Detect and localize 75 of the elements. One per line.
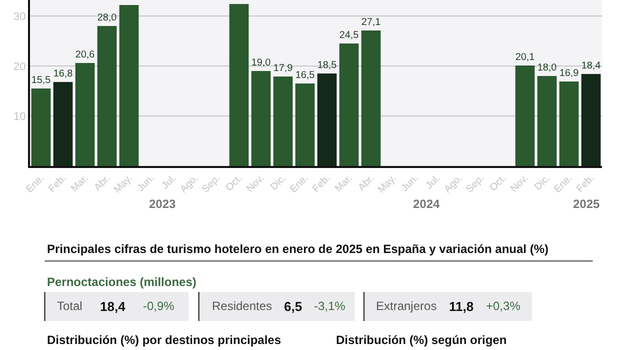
y-tick-label: 20 (14, 60, 26, 73)
text: 18,4 (100, 299, 126, 314)
x-tick-label: May. (112, 172, 135, 196)
data-label: 16,9 (559, 68, 580, 79)
x-tick-label: Feb. (46, 172, 69, 195)
x-tick-label: Sep. (464, 172, 487, 196)
x-tick-label: Ago. (178, 172, 201, 196)
text: 6,5 (284, 299, 302, 314)
bar (339, 44, 359, 166)
x-tick-label: Feb. (574, 172, 597, 195)
text: +0,3% (486, 299, 521, 313)
x-tick-label: Sep. (200, 172, 223, 196)
bar (537, 76, 557, 166)
data-label: 24,5 (339, 30, 360, 41)
bar (31, 88, 51, 166)
text: Distribución (%) por destinos principales (47, 333, 282, 347)
x-tick-label: Oct. (488, 172, 509, 194)
data-label: 15,5 (31, 74, 52, 86)
data-label: 18,5 (317, 60, 338, 71)
x-tick-label: Ago. (442, 172, 465, 196)
data-label: 18,0 (537, 62, 558, 74)
bar (559, 82, 579, 166)
x-tick-label: Jun. (400, 172, 421, 194)
text: 2023 (149, 197, 176, 211)
text: -0,9% (143, 299, 175, 313)
bar (251, 71, 271, 166)
bar (119, 5, 139, 166)
text: Residentes (212, 299, 272, 313)
x-tick-label: Mar. (333, 172, 355, 194)
x-tick-label: Nov. (508, 172, 531, 195)
x-tick-label: Jul. (424, 172, 443, 192)
x-tick-label: Feb. (310, 172, 333, 195)
bar (581, 74, 601, 166)
data-label: 20,6 (75, 49, 96, 60)
text: Distribución (%) según origen (336, 333, 507, 347)
bar (361, 30, 381, 166)
bar (295, 84, 315, 166)
y-tick-label: 30 (14, 10, 26, 23)
data-label: 17,9 (273, 62, 294, 74)
text: Total (57, 299, 82, 313)
x-tick-label: Jun. (136, 172, 157, 194)
x-tick-label: Jul. (160, 172, 179, 192)
data-label: 16,8 (53, 68, 74, 80)
data-label: 20,1 (515, 52, 536, 63)
data-label: 27,1 (361, 16, 382, 28)
x-tick-label: Oct. (224, 172, 245, 194)
y-tick-label: 10 (14, 110, 26, 123)
x-tick-label: Ene. (552, 172, 575, 196)
text: 2025 (573, 197, 600, 211)
x-tick-label: Abr. (356, 172, 377, 194)
x-tick-label: May. (376, 172, 399, 196)
x-tick-label: Dic. (532, 172, 553, 193)
bar (229, 4, 249, 166)
x-tick-label: Ene. (288, 172, 311, 196)
text: Principales cifras de turismo hotelero en enero de 2025 en España y variación anual (%) (47, 242, 549, 256)
x-tick-label: Abr. (92, 172, 113, 194)
x-tick-label: Nov. (244, 172, 267, 195)
bar (97, 26, 117, 166)
text: 2024 (413, 197, 440, 211)
bar (273, 76, 293, 166)
data-label: 28,0 (97, 12, 118, 24)
bar (53, 82, 73, 166)
text: Extranjeros (376, 299, 437, 313)
text: 11,8 (449, 299, 474, 314)
data-label: 18,4 (581, 60, 602, 72)
data-label: 16,5 (295, 70, 316, 81)
data-label: 19,0 (251, 57, 272, 68)
text: -3,1% (314, 299, 346, 313)
bar (75, 63, 95, 166)
bar (317, 74, 337, 166)
text: Pernoctaciones (millones) (47, 275, 196, 289)
x-tick-label: Mar. (69, 172, 91, 194)
bar (515, 66, 535, 166)
x-tick-label: Ene. (24, 172, 47, 196)
x-tick-label: Dic. (268, 172, 289, 193)
